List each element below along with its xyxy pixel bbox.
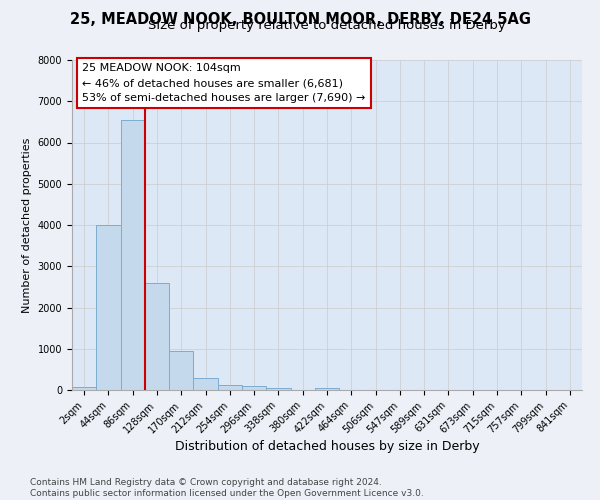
Bar — [121, 120, 145, 390]
Bar — [218, 384, 242, 390]
Bar — [242, 386, 266, 390]
Bar — [266, 388, 290, 390]
Y-axis label: Number of detached properties: Number of detached properties — [22, 138, 32, 312]
Bar — [169, 351, 193, 390]
Text: Contains HM Land Registry data © Crown copyright and database right 2024.
Contai: Contains HM Land Registry data © Crown c… — [30, 478, 424, 498]
Bar — [193, 378, 218, 390]
Bar — [145, 283, 169, 390]
Text: 25, MEADOW NOOK, BOULTON MOOR, DERBY, DE24 5AG: 25, MEADOW NOOK, BOULTON MOOR, DERBY, DE… — [70, 12, 530, 28]
X-axis label: Distribution of detached houses by size in Derby: Distribution of detached houses by size … — [175, 440, 479, 454]
Bar — [96, 225, 121, 390]
Title: Size of property relative to detached houses in Derby: Size of property relative to detached ho… — [148, 20, 506, 32]
Text: 25 MEADOW NOOK: 104sqm
← 46% of detached houses are smaller (6,681)
53% of semi-: 25 MEADOW NOOK: 104sqm ← 46% of detached… — [82, 64, 365, 103]
Bar — [315, 388, 339, 390]
Bar — [72, 386, 96, 390]
